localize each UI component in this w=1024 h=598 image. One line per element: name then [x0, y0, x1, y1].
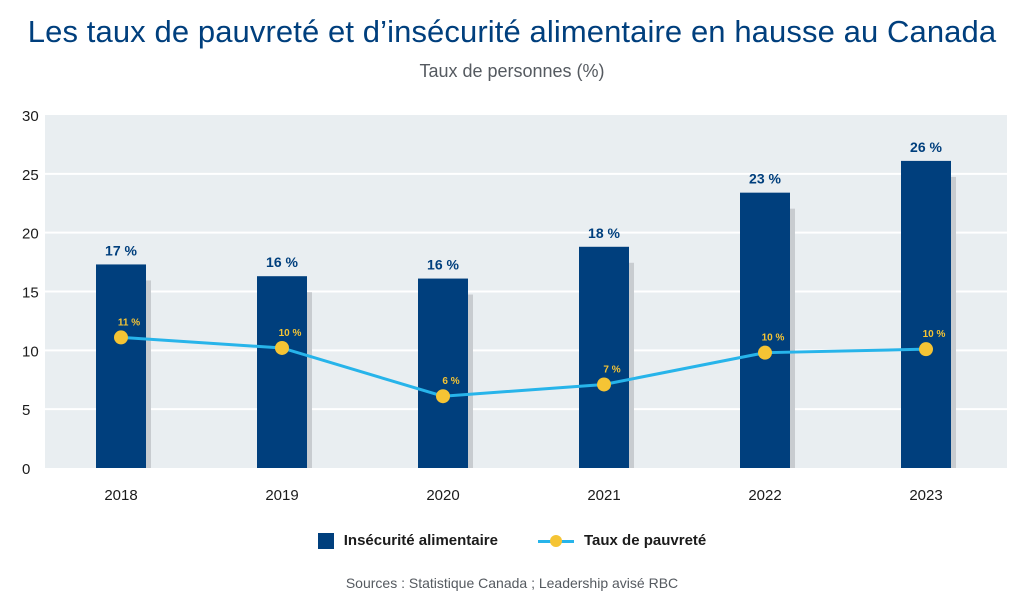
line-marker: [919, 342, 933, 357]
legend-item-bar: Insécurité alimentaire: [317, 532, 498, 549]
line-marker: [597, 377, 611, 392]
chart-subtitle: Taux de personnes (%): [419, 61, 605, 81]
y-axis-ticks: 0 5 10 15 20 25 30: [22, 108, 39, 478]
y-tick-label: 10: [22, 343, 39, 360]
legend: Insécurité alimentaire Taux de pauvreté: [0, 532, 1024, 549]
x-tick-label: 2018: [104, 487, 137, 504]
y-tick-label: 25: [22, 167, 39, 184]
line-data-label: 10 %: [762, 333, 785, 344]
x-axis-ticks: 2018 2019 2020 2021 2022 2023: [104, 487, 942, 504]
bar-data-label: 17 %: [105, 242, 137, 258]
legend-line-swatch: [537, 533, 574, 549]
y-tick-label: 20: [22, 226, 39, 243]
bar: [740, 192, 790, 468]
bar: [257, 276, 307, 468]
legend-line-label: Taux de pauvreté: [583, 532, 707, 549]
x-tick-label: 2019: [265, 487, 298, 504]
x-tick-label: 2020: [426, 487, 459, 504]
line-marker: [758, 345, 772, 360]
x-tick-label: 2022: [748, 487, 781, 504]
line-series: 11 % 10 % 6 % 7 % 10 % 10 %: [114, 317, 946, 404]
x-tick-label: 2023: [909, 487, 942, 504]
chart-title: Les taux de pauvreté et d’insécurité ali…: [27, 14, 997, 49]
line-data-label: 11 %: [118, 317, 140, 328]
y-tick-label: 30: [22, 108, 39, 125]
bar-data-label: 16 %: [266, 254, 298, 270]
legend-bar-label: Insécurité alimentaire: [343, 532, 498, 549]
poverty-line: [120, 335, 927, 398]
y-tick-label: 5: [22, 402, 30, 419]
line-marker: [275, 340, 289, 355]
bar: [579, 246, 629, 468]
bar-data-label: 16 %: [427, 257, 459, 273]
legend-bar-swatch: [317, 532, 334, 549]
line-data-label: 6 %: [442, 376, 459, 387]
y-tick-label: 0: [22, 461, 30, 478]
line-data-label: 10 %: [279, 328, 302, 339]
y-tick-label: 15: [22, 285, 39, 302]
bar-data-label: 26 %: [910, 139, 942, 155]
bar-series: 17 % 16 % 16 % 18 % 23 % 26 %: [96, 139, 956, 468]
x-tick-label: 2021: [587, 487, 620, 504]
bar: [418, 278, 468, 468]
line-marker: [114, 330, 128, 345]
line-marker: [436, 389, 450, 404]
bar-data-label: 18 %: [588, 225, 620, 241]
source-note: Sources : Statistique Canada ; Leadershi…: [345, 575, 679, 591]
bar: [901, 160, 951, 468]
line-data-label: 10 %: [923, 329, 946, 340]
bar: [96, 264, 146, 468]
gridlines: [45, 172, 1007, 411]
line-data-label: 7 %: [603, 364, 620, 375]
bar-data-label: 23 %: [749, 171, 781, 187]
legend-item-line: Taux de pauvreté: [537, 532, 707, 549]
